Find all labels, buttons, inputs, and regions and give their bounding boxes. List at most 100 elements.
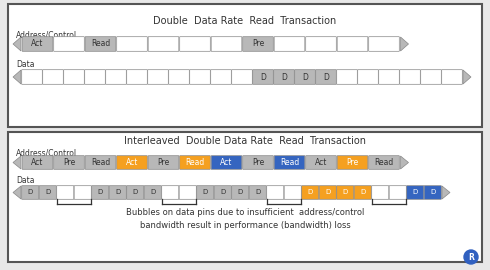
Text: D: D bbox=[281, 73, 287, 82]
Text: D: D bbox=[343, 190, 348, 195]
Text: D: D bbox=[203, 190, 208, 195]
FancyBboxPatch shape bbox=[337, 37, 368, 51]
FancyBboxPatch shape bbox=[64, 70, 84, 84]
Text: D: D bbox=[238, 190, 243, 195]
Text: Read: Read bbox=[185, 158, 205, 167]
FancyBboxPatch shape bbox=[22, 186, 39, 199]
Text: D: D bbox=[27, 190, 33, 195]
FancyBboxPatch shape bbox=[253, 70, 273, 84]
FancyBboxPatch shape bbox=[196, 186, 214, 199]
Text: D: D bbox=[308, 190, 313, 195]
Text: R: R bbox=[468, 252, 474, 262]
FancyBboxPatch shape bbox=[441, 70, 462, 84]
FancyBboxPatch shape bbox=[92, 186, 109, 199]
FancyBboxPatch shape bbox=[39, 186, 56, 199]
FancyBboxPatch shape bbox=[211, 156, 242, 169]
Text: D: D bbox=[220, 190, 225, 195]
FancyBboxPatch shape bbox=[147, 70, 168, 84]
FancyBboxPatch shape bbox=[379, 70, 399, 84]
Polygon shape bbox=[400, 37, 409, 51]
FancyBboxPatch shape bbox=[368, 156, 399, 169]
Text: Data: Data bbox=[16, 176, 34, 185]
FancyBboxPatch shape bbox=[179, 186, 196, 199]
Text: Read: Read bbox=[91, 158, 110, 167]
FancyBboxPatch shape bbox=[306, 156, 336, 169]
FancyBboxPatch shape bbox=[400, 70, 420, 84]
Circle shape bbox=[464, 250, 478, 264]
Text: D: D bbox=[323, 73, 329, 82]
FancyBboxPatch shape bbox=[148, 156, 179, 169]
Text: Interleaved  Double Data Rate  Read  Transaction: Interleaved Double Data Rate Read Transa… bbox=[124, 136, 366, 146]
FancyBboxPatch shape bbox=[127, 70, 147, 84]
Text: D: D bbox=[260, 73, 266, 82]
FancyBboxPatch shape bbox=[232, 186, 249, 199]
Text: D: D bbox=[98, 190, 103, 195]
FancyBboxPatch shape bbox=[294, 70, 315, 84]
FancyBboxPatch shape bbox=[389, 186, 406, 199]
FancyBboxPatch shape bbox=[106, 70, 126, 84]
FancyBboxPatch shape bbox=[180, 37, 210, 51]
FancyBboxPatch shape bbox=[109, 186, 126, 199]
FancyBboxPatch shape bbox=[211, 70, 231, 84]
FancyBboxPatch shape bbox=[421, 70, 441, 84]
Text: Double  Data Rate  Read  Transaction: Double Data Rate Read Transaction bbox=[153, 16, 337, 26]
FancyBboxPatch shape bbox=[274, 37, 305, 51]
Text: D: D bbox=[255, 190, 260, 195]
FancyBboxPatch shape bbox=[302, 186, 319, 199]
Text: Act: Act bbox=[31, 39, 44, 49]
Text: Read: Read bbox=[374, 158, 393, 167]
Bar bbox=[8, 4, 482, 127]
FancyBboxPatch shape bbox=[284, 186, 301, 199]
FancyBboxPatch shape bbox=[211, 37, 242, 51]
FancyBboxPatch shape bbox=[144, 186, 161, 199]
Polygon shape bbox=[400, 156, 409, 169]
Text: D: D bbox=[302, 73, 308, 82]
FancyBboxPatch shape bbox=[358, 70, 378, 84]
Text: Pre: Pre bbox=[252, 39, 264, 49]
FancyBboxPatch shape bbox=[22, 37, 53, 51]
Polygon shape bbox=[13, 70, 21, 84]
Text: D: D bbox=[45, 190, 50, 195]
FancyBboxPatch shape bbox=[306, 37, 336, 51]
Bar bbox=[8, 132, 482, 262]
Text: Act: Act bbox=[126, 158, 138, 167]
FancyBboxPatch shape bbox=[180, 156, 210, 169]
Text: Data: Data bbox=[16, 60, 34, 69]
FancyBboxPatch shape bbox=[372, 186, 389, 199]
FancyBboxPatch shape bbox=[354, 186, 371, 199]
Text: Read: Read bbox=[91, 39, 110, 49]
FancyBboxPatch shape bbox=[127, 186, 144, 199]
FancyBboxPatch shape bbox=[214, 186, 231, 199]
FancyBboxPatch shape bbox=[54, 37, 84, 51]
Polygon shape bbox=[13, 186, 21, 199]
FancyBboxPatch shape bbox=[319, 186, 336, 199]
Polygon shape bbox=[13, 37, 21, 51]
FancyBboxPatch shape bbox=[162, 186, 179, 199]
Text: Pre: Pre bbox=[346, 158, 359, 167]
Text: D: D bbox=[325, 190, 330, 195]
Text: Pre: Pre bbox=[157, 158, 170, 167]
FancyBboxPatch shape bbox=[190, 70, 210, 84]
FancyBboxPatch shape bbox=[337, 186, 354, 199]
FancyBboxPatch shape bbox=[243, 156, 273, 169]
FancyBboxPatch shape bbox=[54, 156, 84, 169]
Text: Address/Control: Address/Control bbox=[16, 30, 77, 39]
Text: Act: Act bbox=[315, 158, 327, 167]
FancyBboxPatch shape bbox=[249, 186, 266, 199]
FancyBboxPatch shape bbox=[117, 37, 147, 51]
Text: D: D bbox=[360, 190, 366, 195]
FancyBboxPatch shape bbox=[85, 70, 105, 84]
FancyBboxPatch shape bbox=[243, 37, 273, 51]
Polygon shape bbox=[13, 156, 21, 169]
FancyBboxPatch shape bbox=[74, 186, 91, 199]
FancyBboxPatch shape bbox=[337, 156, 368, 169]
FancyBboxPatch shape bbox=[274, 156, 305, 169]
FancyBboxPatch shape bbox=[169, 70, 189, 84]
FancyBboxPatch shape bbox=[22, 70, 42, 84]
FancyBboxPatch shape bbox=[117, 156, 147, 169]
FancyBboxPatch shape bbox=[316, 70, 336, 84]
FancyBboxPatch shape bbox=[57, 186, 74, 199]
Polygon shape bbox=[442, 186, 450, 199]
FancyBboxPatch shape bbox=[85, 37, 116, 51]
Text: Pre: Pre bbox=[63, 158, 75, 167]
